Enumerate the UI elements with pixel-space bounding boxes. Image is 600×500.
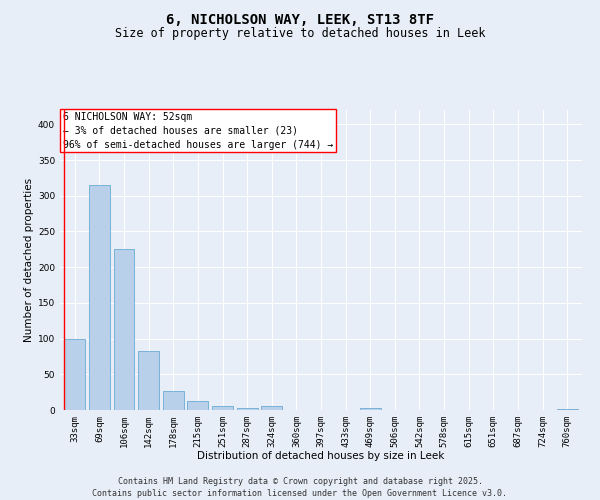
Y-axis label: Number of detached properties: Number of detached properties xyxy=(24,178,34,342)
Text: 6 NICHOLSON WAY: 52sqm
← 3% of detached houses are smaller (23)
96% of semi-deta: 6 NICHOLSON WAY: 52sqm ← 3% of detached … xyxy=(62,112,333,150)
Bar xyxy=(138,352,159,410)
Bar xyxy=(360,408,381,410)
Bar xyxy=(187,402,208,410)
Text: 6, NICHOLSON WAY, LEEK, ST13 8TF: 6, NICHOLSON WAY, LEEK, ST13 8TF xyxy=(166,12,434,26)
Bar xyxy=(64,338,85,410)
Bar xyxy=(557,408,578,410)
Text: Size of property relative to detached houses in Leek: Size of property relative to detached ho… xyxy=(115,28,485,40)
Bar xyxy=(212,406,233,410)
Bar xyxy=(236,408,257,410)
X-axis label: Distribution of detached houses by size in Leek: Distribution of detached houses by size … xyxy=(197,452,445,462)
Bar xyxy=(113,250,134,410)
Bar xyxy=(89,185,110,410)
Bar xyxy=(163,390,184,410)
Text: Contains HM Land Registry data © Crown copyright and database right 2025.
Contai: Contains HM Land Registry data © Crown c… xyxy=(92,476,508,498)
Bar xyxy=(261,406,282,410)
